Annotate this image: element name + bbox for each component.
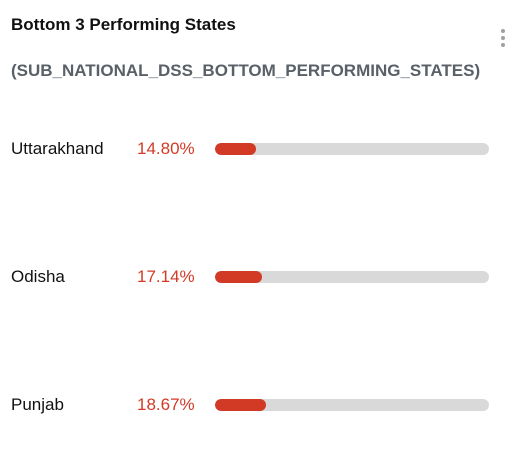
menu-dot (501, 29, 505, 33)
state-percent: 17.14% (137, 267, 195, 286)
progress-track (215, 399, 489, 411)
progress-fill (215, 143, 256, 155)
progress-track (215, 143, 489, 155)
state-row: Punjab 18.67% (0, 393, 513, 417)
menu-dot (501, 36, 505, 40)
menu-dot (501, 43, 505, 47)
state-row: Odisha 17.14% (0, 265, 513, 289)
state-percent: 18.67% (137, 395, 195, 414)
card-subtitle: (SUB_NATIONAL_DSS_BOTTOM_PERFORMING_STAT… (11, 61, 481, 80)
state-name: Punjab (11, 395, 64, 414)
progress-fill (215, 271, 262, 283)
card-title: Bottom 3 Performing States (11, 15, 236, 34)
state-name: Uttarakhand (11, 139, 104, 158)
progress-fill (215, 399, 267, 411)
state-percent: 14.80% (137, 139, 195, 158)
more-vertical-icon[interactable] (496, 27, 510, 49)
progress-track (215, 271, 489, 283)
state-row: Uttarakhand 14.80% (0, 137, 513, 161)
state-name: Odisha (11, 267, 65, 286)
